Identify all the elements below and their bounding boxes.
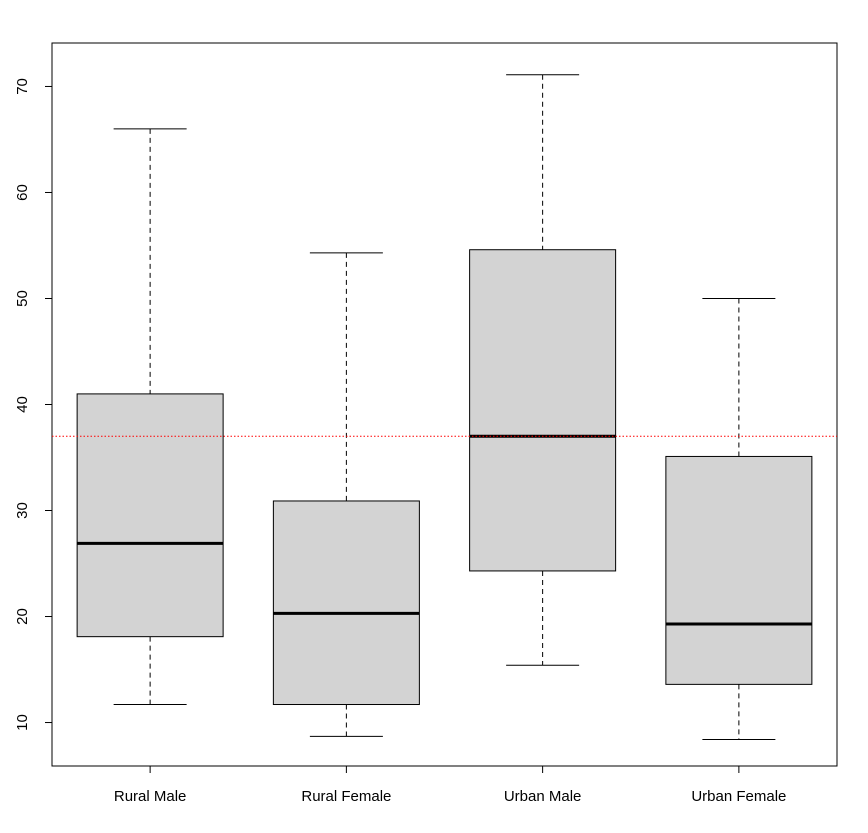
x-tick-label: Urban Male — [504, 788, 582, 805]
y-tick-label: 40 — [14, 396, 31, 413]
y-tick-label: 70 — [14, 78, 31, 95]
y-tick-label: 20 — [14, 608, 31, 625]
box-rural-male — [76, 128, 224, 706]
iqr-box — [469, 249, 617, 572]
box-urban-female — [665, 297, 813, 740]
box-urban-male — [469, 74, 617, 666]
y-tick-label: 50 — [14, 290, 31, 307]
x-tick-label: Rural Female — [301, 788, 391, 805]
box-rural-female — [272, 252, 420, 737]
y-tick-label: 10 — [14, 714, 31, 731]
iqr-box — [665, 455, 813, 685]
iqr-box — [76, 393, 224, 638]
iqr-box — [272, 500, 420, 706]
x-axis: Rural Male Rural Female Urban Male Urban Fe… — [114, 766, 786, 805]
x-tick-label: Rural Male — [114, 788, 187, 805]
y-tick-label: 60 — [14, 184, 31, 201]
boxes-group — [76, 74, 813, 740]
y-axis: 10 20 30 40 50 60 70 — [14, 78, 52, 731]
y-tick-label: 30 — [14, 502, 31, 519]
x-tick-label: Urban Female — [691, 788, 786, 805]
